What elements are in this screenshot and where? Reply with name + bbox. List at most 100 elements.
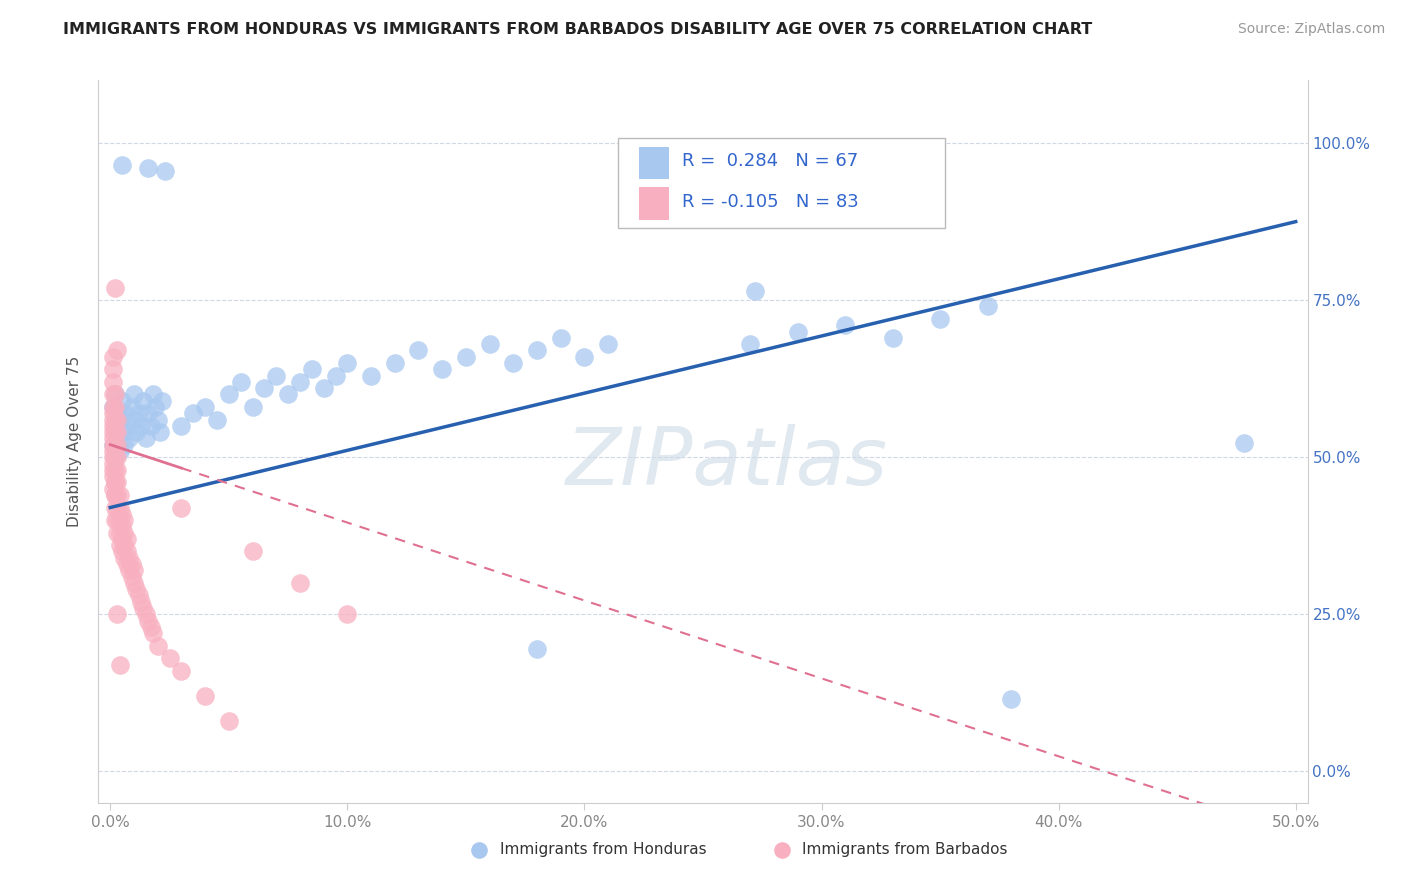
Point [108,513,131,527]
Point [229,375,252,389]
Point [105,450,128,465]
Point [105,525,128,540]
Point [114,550,136,565]
Point [104,438,127,452]
Point [105,412,128,426]
Point [336,607,359,622]
Point [118,431,141,445]
Point [111,519,134,533]
Point [143,400,166,414]
Point [129,595,152,609]
Point [101,425,124,439]
Point [104,450,127,465]
Point [136,614,159,628]
Point [129,418,152,433]
Point [105,463,128,477]
Point [194,400,217,414]
Point [105,500,128,515]
Point [101,362,124,376]
Point [104,412,127,426]
Point [834,318,856,333]
Point [111,158,134,172]
Text: ZIPatlas: ZIPatlas [567,425,889,502]
Point [101,418,124,433]
Point [598,337,620,351]
Point [108,412,131,426]
Point [384,356,406,370]
Point [408,343,430,358]
Point [104,425,127,439]
Point [153,164,176,178]
Point [976,300,998,314]
Point [104,400,127,414]
Point [139,418,162,433]
Text: IMMIGRANTS FROM HONDURAS VS IMMIGRANTS FROM BARBADOS DISABILITY AGE OVER 75 CORR: IMMIGRANTS FROM HONDURAS VS IMMIGRANTS F… [63,22,1092,37]
Point [101,350,124,364]
Point [101,412,124,426]
Point [101,463,124,477]
Point [1232,435,1254,450]
Point [104,387,127,401]
Point [218,714,240,728]
Point [104,280,127,294]
Point [101,400,124,414]
Point [114,525,136,540]
Point [242,400,264,414]
Point [132,601,155,615]
Point [105,438,128,452]
Point [104,475,127,490]
Point [288,375,311,389]
Point [550,331,572,345]
Point [115,532,138,546]
Point [111,544,134,558]
Point [111,393,134,408]
Point [114,438,136,452]
Point [142,626,165,640]
Point [139,620,162,634]
Point [253,381,276,395]
Point [101,438,124,452]
Point [101,400,124,414]
Point [744,284,766,298]
Point [135,431,157,445]
Point [101,387,124,401]
Point [105,431,128,445]
Text: Immigrants from Barbados: Immigrants from Barbados [803,842,1008,857]
Point [101,482,124,496]
Point [128,589,150,603]
Point [454,350,477,364]
Point [159,651,181,665]
Point [105,607,128,622]
Point [105,406,128,420]
Point [301,362,323,376]
Point [104,513,127,527]
Point [101,469,124,483]
Point [101,438,124,452]
Point [115,544,138,558]
Point [104,418,127,433]
Point [122,412,145,426]
Point [170,500,193,515]
Point [111,507,134,521]
Point [135,607,157,622]
Text: R =  0.284   N = 67: R = 0.284 N = 67 [682,153,859,170]
Point [218,387,240,401]
Text: Immigrants from Honduras: Immigrants from Honduras [501,842,706,857]
Point [336,356,359,370]
Point [132,393,155,408]
Point [115,418,138,433]
Point [105,475,128,490]
Point [325,368,347,383]
Point [136,161,159,176]
Point [136,406,159,420]
Point [105,488,128,502]
Point [478,337,501,351]
Point [929,312,952,326]
Point [242,544,264,558]
Point [101,444,124,458]
Point [264,368,287,383]
Point [122,563,145,577]
Point [104,488,127,502]
Point [101,431,124,445]
Point [125,425,148,439]
